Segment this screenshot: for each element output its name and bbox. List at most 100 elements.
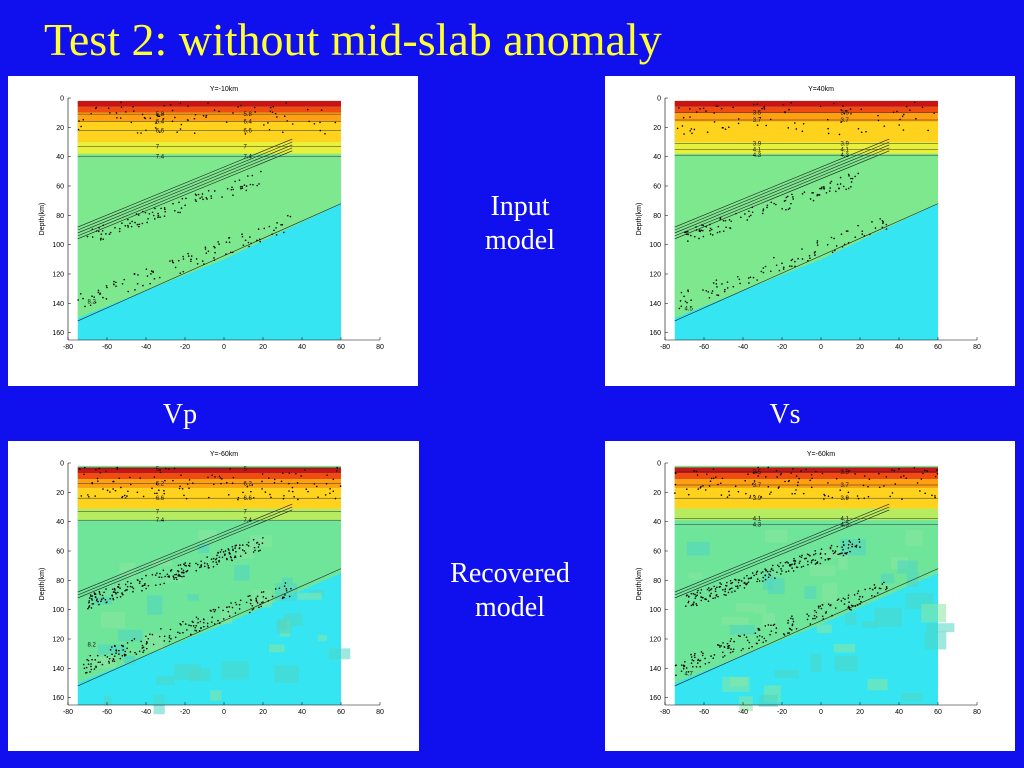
- earthquake-point: [111, 660, 114, 662]
- earthquake-point: [855, 544, 858, 547]
- earthquake-point: [136, 491, 139, 494]
- earthquake-point: [830, 236, 833, 239]
- y-tick-label: 160: [649, 695, 661, 702]
- earthquake-point: [90, 595, 92, 598]
- earthquake-point: [756, 124, 759, 126]
- earthquake-point: [152, 214, 155, 217]
- earthquake-point: [903, 113, 905, 116]
- earthquake-point: [893, 469, 896, 472]
- earthquake-point: [894, 483, 897, 485]
- earthquake-point: [86, 658, 88, 661]
- earthquake-point: [269, 493, 271, 496]
- earthquake-point: [206, 556, 208, 558]
- earthquake-point: [130, 582, 132, 585]
- earthquake-point: [828, 190, 831, 192]
- contour-label: 3.7: [753, 118, 762, 124]
- earthquake-point: [218, 559, 220, 562]
- earthquake-point: [878, 486, 881, 489]
- earthquake-point: [690, 662, 693, 664]
- earthquake-point: [697, 659, 699, 662]
- earthquake-point: [244, 239, 247, 242]
- earthquake-point: [879, 587, 882, 590]
- earthquake-point: [154, 574, 157, 577]
- earthquake-point: [685, 233, 688, 236]
- earthquake-point: [916, 482, 919, 484]
- earthquake-point: [296, 482, 299, 484]
- earthquake-point: [137, 225, 140, 228]
- earthquake-point: [241, 185, 243, 188]
- earthquake-point: [307, 490, 309, 493]
- earthquake-point: [210, 558, 213, 560]
- earthquake-point: [682, 664, 685, 667]
- earthquake-point: [108, 662, 110, 664]
- earthquake-point: [82, 297, 84, 300]
- earthquake-point: [276, 222, 278, 224]
- earthquake-point: [694, 652, 696, 655]
- earthquake-point: [194, 626, 197, 629]
- earthquake-point: [157, 115, 159, 118]
- model-patch: [156, 676, 175, 685]
- earthquake-point: [868, 478, 871, 480]
- earthquake-point: [747, 581, 750, 583]
- model-patch: [722, 616, 749, 625]
- earthquake-point: [718, 586, 721, 588]
- earthquake-point: [251, 484, 254, 486]
- earthquake-point: [131, 220, 133, 223]
- earthquake-point: [256, 595, 259, 598]
- earthquake-point: [149, 117, 152, 119]
- earthquake-point: [748, 210, 750, 213]
- plot-subtitle: Y=40km: [808, 86, 834, 93]
- earthquake-point: [862, 484, 865, 487]
- earthquake-point: [135, 653, 138, 656]
- earthquake-point: [819, 105, 822, 108]
- earthquake-point: [832, 552, 835, 555]
- contour-label: 4.1: [753, 147, 762, 153]
- earthquake-point: [845, 230, 848, 232]
- earthquake-point: [158, 276, 161, 279]
- earthquake-point: [268, 129, 271, 131]
- earthquake-point: [729, 227, 732, 230]
- earthquake-point: [195, 258, 198, 260]
- earthquake-point: [700, 599, 703, 602]
- earthquake-point: [141, 113, 144, 116]
- slab-contour-line: [674, 506, 890, 596]
- earthquake-point: [838, 187, 840, 189]
- earthquake-point: [727, 591, 730, 594]
- earthquake-point: [172, 575, 175, 577]
- earthquake-point: [99, 472, 102, 474]
- earthquake-point: [794, 560, 797, 562]
- earthquake-point: [79, 293, 82, 295]
- earthquake-point: [829, 557, 831, 560]
- earthquake-point: [201, 260, 204, 262]
- earthquake-point: [807, 563, 809, 566]
- earthquake-point: [245, 601, 248, 604]
- earthquake-point: [823, 187, 825, 189]
- earthquake-point: [845, 553, 848, 555]
- earthquake-point: [934, 496, 936, 499]
- earthquake-point: [796, 484, 799, 487]
- earthquake-point: [781, 262, 783, 265]
- earthquake-point: [934, 495, 936, 497]
- earthquake-point: [285, 102, 287, 104]
- earthquake-point: [827, 603, 830, 606]
- earthquake-point: [222, 618, 225, 620]
- earthquake-point: [773, 623, 776, 626]
- earthquake-point: [101, 229, 104, 232]
- earthquake-point: [806, 613, 808, 615]
- earthquake-point: [715, 594, 718, 597]
- y-tick-label: 60: [56, 184, 64, 191]
- earthquake-point: [162, 113, 164, 115]
- earthquake-point: [174, 116, 176, 119]
- earthquake-point: [782, 565, 784, 567]
- earthquake-point: [286, 120, 289, 122]
- slab-contour-line: [77, 144, 293, 234]
- earthquake-point: [177, 211, 179, 214]
- earthquake-point: [90, 665, 92, 668]
- earthquake-point: [245, 185, 248, 187]
- earthquake-point: [141, 585, 144, 587]
- y-tick-label: 100: [649, 607, 661, 614]
- earthquake-point: [684, 661, 686, 663]
- earthquake-point: [820, 548, 823, 550]
- earthquake-point: [780, 573, 782, 575]
- earthquake-point: [690, 234, 692, 237]
